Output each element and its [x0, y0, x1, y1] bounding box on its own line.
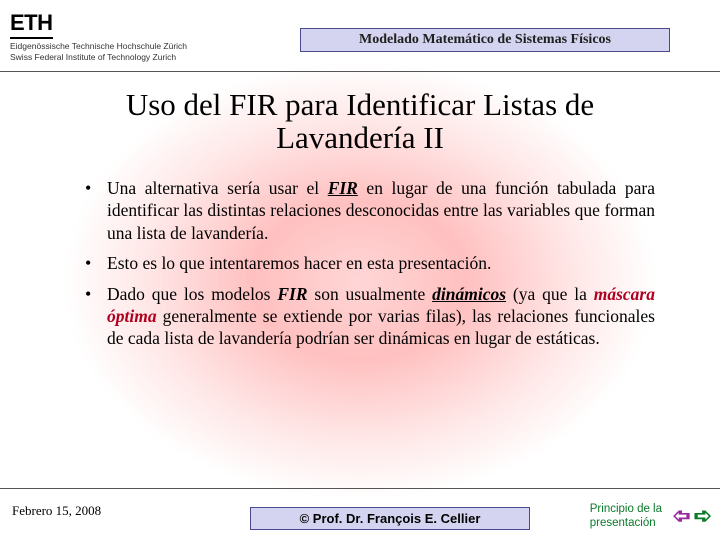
- bullet-3-text-c: (ya que la: [506, 284, 594, 304]
- bullet-3-text-b: son usualmente: [308, 284, 433, 304]
- nav-start-link[interactable]: Principio de la presentación: [590, 503, 662, 531]
- course-title-box: Modelado Matemático de Sistemas Físicos: [300, 28, 670, 52]
- fir-emphasis-2: FIR: [277, 284, 307, 304]
- fir-emphasis: FIR: [328, 178, 358, 198]
- bullet-3-text-d: generalmente se extiende por varias fila…: [107, 306, 655, 348]
- author-box: © Prof. Dr. François E. Cellier: [250, 507, 530, 530]
- bullet-3: Dado que los modelos FIR son usualmente …: [85, 283, 655, 350]
- eth-subtitle-1: Eidgenössische Technische Hochschule Zür…: [10, 41, 210, 52]
- footer: Febrero 15, 2008 © Prof. Dr. François E.…: [0, 488, 720, 540]
- bullet-1-text-a: Una alternativa sería usar el: [107, 178, 328, 198]
- footer-date: Febrero 15, 2008: [12, 503, 101, 519]
- slide-title: Uso del FIR para Identificar Listas de L…: [0, 88, 720, 155]
- header: ETH Eidgenössische Technische Hochschule…: [0, 0, 720, 72]
- dynamic-emphasis: dinámicos: [432, 284, 506, 304]
- nav-label-1: Principio de la: [590, 503, 662, 515]
- arrow-right-icon[interactable]: ➪: [694, 505, 712, 527]
- eth-subtitle-2: Swiss Federal Institute of Technology Zu…: [10, 52, 210, 63]
- slide-title-line2: Lavandería II: [276, 120, 444, 155]
- bullet-1: Una alternativa sería usar el FIR en lug…: [85, 177, 655, 244]
- bullet-3-text-a: Dado que los modelos: [107, 284, 277, 304]
- bullet-2: Esto es lo que intentaremos hacer en est…: [85, 252, 655, 274]
- eth-logo: ETH: [10, 10, 53, 39]
- eth-logo-block: ETH Eidgenössische Technische Hochschule…: [10, 10, 210, 62]
- slide-title-line1: Uso del FIR para Identificar Listas de: [126, 87, 594, 122]
- content: Una alternativa sería usar el FIR en lug…: [85, 177, 655, 350]
- arrow-left-icon[interactable]: ➪: [672, 505, 690, 527]
- nav-label-2: presentación: [590, 517, 656, 529]
- nav-arrows: ➪ ➪: [672, 505, 712, 527]
